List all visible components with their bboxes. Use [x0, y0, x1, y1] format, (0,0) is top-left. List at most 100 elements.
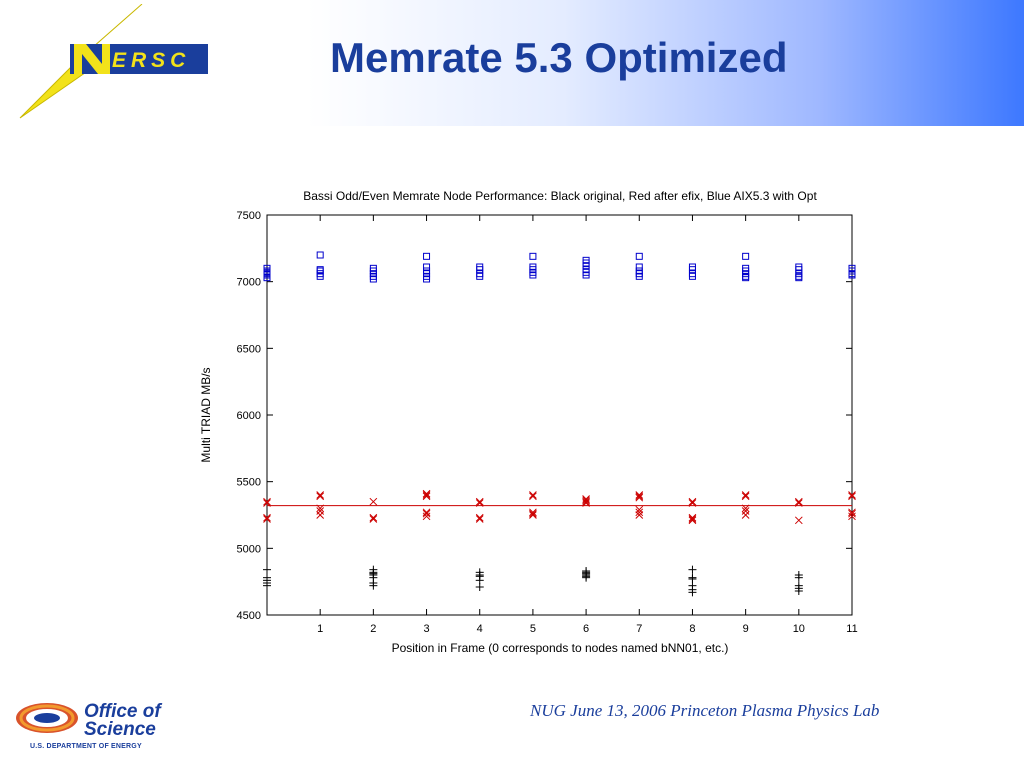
chart-title: Bassi Odd/Even Memrate Node Performance:… — [303, 189, 817, 203]
data-point — [475, 583, 484, 591]
data-point — [688, 497, 697, 506]
data-point — [529, 252, 537, 260]
x-tick-label: 8 — [689, 623, 695, 635]
y-tick-label: 5000 — [237, 543, 261, 555]
data-point — [369, 275, 377, 283]
x-tick: 9 — [743, 215, 749, 635]
data-point — [263, 565, 271, 574]
data-point — [635, 493, 644, 502]
plot-frame — [266, 214, 853, 616]
y-tick-label: 6000 — [237, 410, 261, 422]
x-tick: 11 — [846, 215, 858, 635]
x-tick: 10 — [793, 215, 805, 635]
data-point — [422, 491, 431, 499]
data-point — [316, 272, 324, 280]
data-point — [263, 581, 271, 590]
data-point — [688, 516, 697, 525]
y-tick: 4500 — [237, 610, 852, 622]
x-tick: 3 — [423, 215, 430, 635]
axes: 4500 5000 5500 6000 6500 7000 7500 1 2 3 4 5 6 7 8 9 10 1… — [237, 210, 858, 635]
x-tick-label: 3 — [423, 623, 429, 635]
data-point — [529, 508, 537, 517]
doe-office-text: Office of — [84, 701, 161, 722]
x-tick-label: 2 — [370, 623, 376, 635]
data-point — [423, 252, 431, 260]
doe-logo-core — [34, 713, 60, 723]
data-point — [635, 492, 644, 501]
data-point — [529, 492, 537, 501]
data-point — [422, 509, 431, 518]
data-point — [635, 511, 644, 519]
data-point — [476, 266, 484, 274]
data-point — [475, 515, 484, 523]
data-point — [582, 496, 590, 505]
data-point — [529, 491, 537, 499]
doe-science-text: Science — [84, 719, 156, 740]
x-tick-label: 10 — [793, 623, 805, 635]
doe-logo-ring — [19, 704, 75, 732]
data-point — [795, 274, 803, 282]
data-point — [635, 263, 643, 271]
data-point — [316, 511, 325, 519]
x-tick: 6 — [583, 215, 589, 635]
data-point — [848, 491, 856, 499]
data-point — [423, 275, 431, 283]
y-tick: 7000 — [237, 277, 852, 289]
data-point — [582, 262, 590, 270]
x-tick-label: 11 — [846, 623, 857, 635]
data-point — [848, 509, 856, 518]
x-axis-label: Position in Frame (0 corresponds to node… — [392, 641, 729, 655]
data-point — [316, 492, 325, 501]
data-point — [688, 272, 696, 280]
data-point — [263, 513, 271, 522]
data-point — [422, 489, 431, 498]
x-tick: 7 — [636, 215, 642, 635]
data-point — [848, 512, 856, 521]
data-point — [369, 581, 378, 590]
x-tick-label: 6 — [583, 623, 589, 635]
data-point — [369, 515, 378, 523]
data-point — [422, 512, 431, 521]
doe-dept-text: U.S. DEPARTMENT OF ENERGY — [30, 743, 142, 750]
data-point — [263, 499, 271, 507]
slide-title: Memrate 5.3 Optimized — [330, 34, 788, 81]
data-point — [635, 491, 644, 499]
data-points — [263, 251, 856, 597]
data-point — [529, 511, 537, 519]
data-point — [263, 515, 271, 523]
data-point — [741, 504, 750, 513]
data-point — [529, 271, 537, 279]
data-point — [688, 266, 696, 274]
y-tick: 5500 — [237, 477, 852, 489]
data-point — [741, 491, 750, 499]
data-point — [688, 565, 697, 574]
x-tick-label: 4 — [477, 623, 483, 635]
data-point — [475, 497, 484, 506]
y-tick-label: 5500 — [237, 477, 261, 489]
y-tick-label: 7500 — [237, 210, 261, 222]
data-point — [369, 513, 378, 522]
data-point — [582, 497, 590, 506]
data-point — [794, 587, 803, 595]
data-point — [316, 251, 324, 259]
series-cross — [263, 489, 856, 525]
data-point — [635, 508, 644, 517]
data-point — [795, 266, 803, 274]
data-point — [263, 274, 271, 282]
data-point — [263, 497, 271, 506]
data-point — [688, 588, 697, 597]
data-point — [794, 516, 803, 525]
series-plus — [263, 565, 803, 597]
data-point — [848, 492, 856, 501]
y-axis-label: Multi TRIAD MB/s — [199, 367, 213, 462]
data-point — [582, 499, 590, 507]
logo-n-shape — [74, 44, 110, 74]
data-point — [316, 504, 325, 513]
data-point — [475, 499, 484, 507]
data-point — [635, 252, 643, 260]
x-tick: 8 — [689, 215, 696, 635]
data-point — [316, 491, 325, 499]
data-point — [529, 509, 537, 518]
y-tick: 7500 — [237, 210, 852, 222]
